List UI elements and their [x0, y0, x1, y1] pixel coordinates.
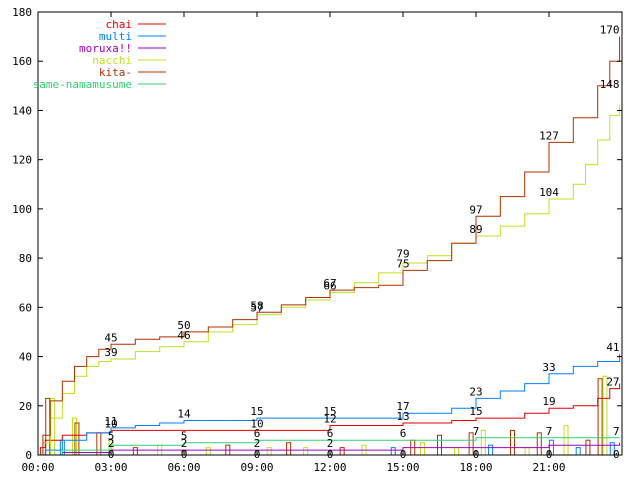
data-label: 46 — [177, 329, 190, 342]
activity-bar — [597, 378, 603, 456]
data-label: 67 — [323, 277, 336, 290]
data-label: 13 — [396, 410, 409, 423]
y-tick-label: 60 — [19, 301, 32, 314]
data-label: 45 — [104, 331, 117, 344]
data-label: 5 — [181, 430, 188, 443]
data-label: 39 — [104, 346, 117, 359]
legend-entry-label: same-namamusume — [33, 78, 132, 91]
data-label: 97 — [469, 203, 482, 216]
y-tick-label: 120 — [12, 154, 32, 167]
data-label: 6 — [327, 427, 334, 440]
data-label: 6 — [400, 427, 407, 440]
data-label: 15 — [323, 405, 336, 418]
x-tick-label: 06:00 — [167, 461, 200, 474]
data-label: 2 — [254, 437, 261, 450]
y-tick-label: 100 — [12, 203, 32, 216]
activity-bar — [45, 397, 51, 456]
data-label: 58 — [250, 299, 263, 312]
activity-bar — [132, 447, 138, 456]
x-tick-label: 03:00 — [94, 461, 127, 474]
series-line-kita- — [38, 36, 621, 456]
data-label: 15 — [250, 405, 263, 418]
activity-bar — [205, 447, 211, 456]
y-tick-label: 40 — [19, 351, 32, 364]
data-label: 75 — [396, 257, 409, 270]
legend-entry-label: multi — [99, 30, 132, 43]
data-label: 5 — [108, 430, 115, 443]
data-label: 7 — [473, 425, 480, 438]
data-label: 57 — [250, 302, 263, 315]
legend: chaimultimoruxa!!nacchikita-same-namamus… — [33, 18, 166, 91]
data-label: 148 — [600, 78, 620, 91]
data-label: 2 — [327, 437, 334, 450]
activity-bar — [585, 439, 591, 456]
y-tick-label: 160 — [12, 55, 32, 68]
series-line-same-namamusume — [38, 437, 620, 456]
data-label: 11 — [104, 415, 117, 428]
series-line-multi — [38, 354, 621, 456]
data-label: 7 — [613, 425, 620, 438]
legend-entry-label: chai — [106, 18, 133, 31]
y-tick-label: 180 — [12, 6, 32, 19]
activity-bar — [563, 424, 569, 456]
legend-entry-label: moruxa!! — [79, 42, 132, 55]
data-label: 6 — [254, 427, 261, 440]
x-tick-label: 12:00 — [313, 461, 346, 474]
data-label: 27 — [606, 376, 619, 389]
data-label: 19 — [542, 395, 555, 408]
data-label: 127 — [539, 129, 559, 142]
activity-bar — [536, 432, 542, 456]
activity-bar — [303, 447, 309, 456]
activity-bar — [575, 447, 581, 456]
data-label: 23 — [469, 385, 482, 398]
activity-bar — [96, 432, 102, 456]
x-tick-label: 18:00 — [459, 461, 492, 474]
activity-bar — [437, 434, 442, 456]
data-label: 15 — [469, 405, 482, 418]
activity-bar — [390, 447, 396, 456]
data-label: 10 — [250, 417, 263, 430]
data-label: 17 — [396, 400, 409, 413]
data-label: 7 — [546, 425, 553, 438]
activity-bar — [50, 397, 56, 456]
data-label: 2 — [108, 437, 115, 450]
data-label: 104 — [539, 186, 559, 199]
y-tick-label: 0 — [25, 449, 32, 462]
data-label: 33 — [542, 361, 555, 374]
data-label: 2 — [181, 437, 188, 450]
data-label: 14 — [177, 408, 191, 421]
activity-bar — [339, 447, 345, 456]
x-tick-label: 09:00 — [240, 461, 273, 474]
activity-bar — [524, 447, 530, 456]
legend-entry-label: nacchi — [92, 54, 132, 67]
series-lines — [38, 36, 621, 456]
series-line-chai — [38, 383, 621, 456]
data-label: 10 — [104, 417, 117, 430]
x-tick-label: 21:00 — [532, 461, 565, 474]
axes: 0 20 40 60 80 100 120 140 160 180 00:00 03:00 06:00 0… — [12, 6, 622, 474]
data-label: 79 — [396, 248, 409, 261]
activity-bar — [488, 444, 494, 456]
activity-bar — [286, 442, 292, 456]
y-tick-label: 140 — [12, 104, 32, 117]
activity-bar — [510, 429, 515, 456]
activity-bar — [454, 447, 460, 456]
y-tick-label: 20 — [19, 400, 32, 413]
y-tick-label: 80 — [19, 252, 32, 265]
activity-bar — [419, 442, 425, 456]
data-label: 50 — [177, 319, 190, 332]
data-label: 89 — [469, 223, 482, 236]
activity-bar — [480, 429, 486, 456]
legend-entry-label: kita- — [99, 66, 132, 79]
data-label: 41 — [606, 341, 619, 354]
data-label: 66 — [323, 280, 336, 293]
data-label: 170 — [600, 24, 620, 37]
activity-bar — [266, 447, 272, 456]
x-tick-label: 15:00 — [386, 461, 419, 474]
x-tick-label: 00:00 — [21, 461, 54, 474]
data-label: 12 — [323, 412, 336, 425]
